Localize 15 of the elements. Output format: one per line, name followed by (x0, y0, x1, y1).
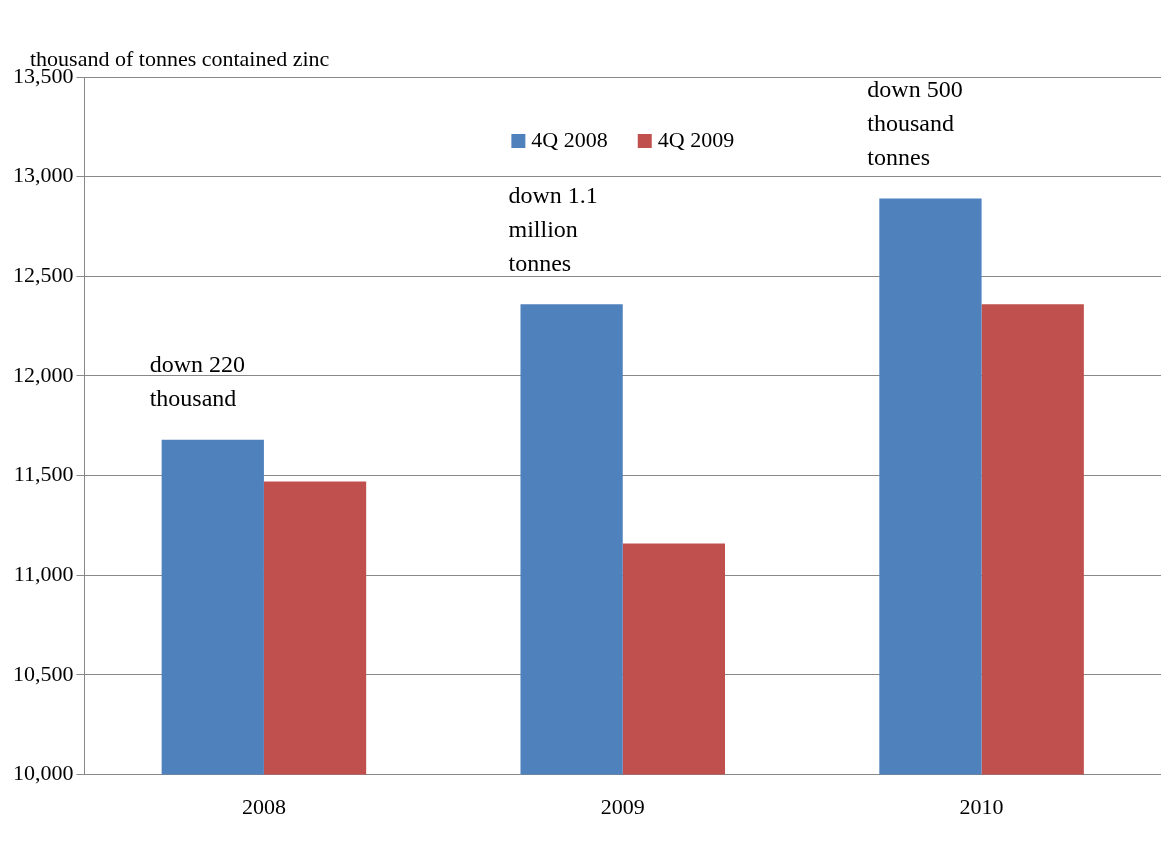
y-tick-label: 10,000 (13, 760, 74, 786)
annotation: down 220 thousand (149, 351, 245, 412)
x-tick-label: 2008 (241, 793, 286, 819)
annotation: down 1.1 million tonnes (508, 181, 598, 276)
annotation: down 500 thousand tonnes (867, 75, 963, 170)
y-tick-label: 11,000 (13, 561, 74, 587)
y-tick-label: 10,500 (13, 660, 74, 686)
y-tick-label: 12,000 (13, 361, 74, 387)
legend-label: 4Q 2009 (657, 126, 735, 152)
x-tick-label: 2009 (600, 793, 645, 819)
y-tick-label: 11,500 (13, 461, 74, 487)
x-tick-label: 2010 (959, 793, 1004, 819)
y-tick-label: 12,500 (13, 262, 74, 288)
y-tick-label: 13,000 (13, 162, 74, 188)
legend-label: 4Q 2008 (531, 126, 608, 152)
